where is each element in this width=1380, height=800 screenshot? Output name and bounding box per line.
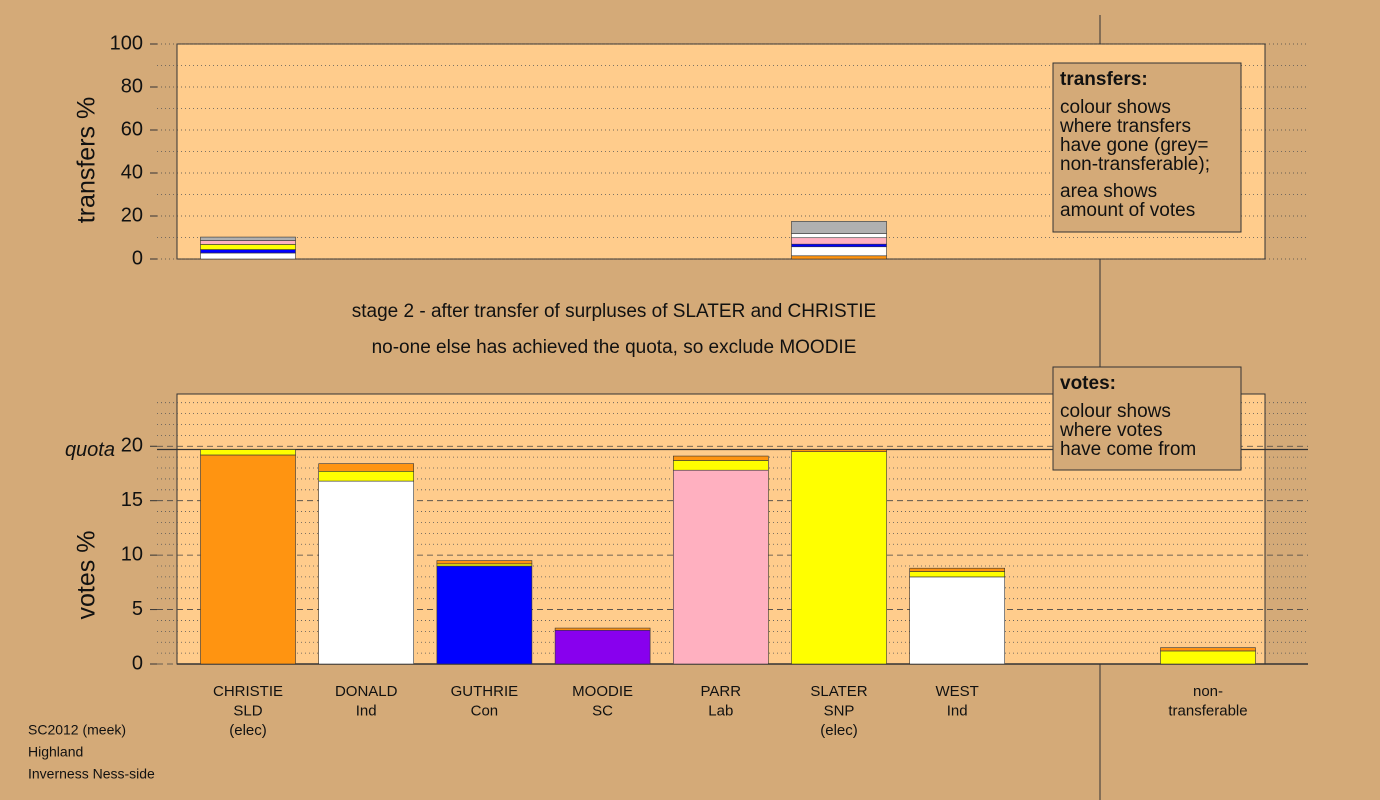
bar-segment <box>436 565 533 665</box>
y-tick-label: 100 <box>110 32 143 54</box>
legend-text: colour shows <box>1060 401 1171 422</box>
legend-text: non-transferable); <box>1060 154 1210 175</box>
legend-text: area shows <box>1060 181 1157 202</box>
legend-text: have come from <box>1060 439 1196 460</box>
y-tick-label: 80 <box>121 75 143 97</box>
legend-text: amount of votes <box>1060 200 1195 221</box>
y-tick-label: 0 <box>132 652 143 674</box>
bar-segment <box>791 243 887 248</box>
bar-segment <box>791 246 887 257</box>
bar-segment <box>909 567 1006 572</box>
bar-segment <box>791 233 887 239</box>
x-tick-label: CHRISTIE <box>213 683 283 700</box>
x-tick-label: Ind <box>947 702 968 719</box>
footer: SC2012 (meek) <box>28 722 126 738</box>
bar-segment <box>200 449 296 456</box>
y-tick-label: 15 <box>121 489 143 511</box>
y-tick-label: 0 <box>132 247 143 269</box>
bar-segment <box>200 252 296 260</box>
bar-segment <box>909 576 1006 665</box>
bar-segment <box>909 571 1006 578</box>
bar-segment <box>200 240 296 245</box>
bar-segment <box>1160 650 1256 665</box>
x-tick-label: transferable <box>1168 702 1247 719</box>
x-tick-label: GUTHRIE <box>451 683 519 700</box>
bar-segment <box>672 460 769 471</box>
bar-segment <box>672 455 769 461</box>
bar-segment <box>318 463 415 472</box>
bar-segment <box>200 236 296 241</box>
y-tick-label: 5 <box>132 598 143 620</box>
x-tick-label: WEST <box>936 683 979 700</box>
y-tick-label: 60 <box>121 118 143 140</box>
legend-text: where transfers <box>1059 116 1191 137</box>
bar-segment <box>1160 647 1256 652</box>
footer: Highland <box>28 744 83 760</box>
y-tick-label: 10 <box>121 543 143 565</box>
bar-segment <box>318 480 415 665</box>
x-tick-label: SNP <box>824 702 855 719</box>
bar-segment <box>436 560 533 565</box>
bar-segment <box>791 255 887 260</box>
legend-title: transfers: <box>1060 69 1148 90</box>
x-tick-label: SLD <box>233 702 262 719</box>
caption: no-one else has achieved the quota, so e… <box>372 337 857 358</box>
x-tick-label: (elec) <box>820 722 858 739</box>
legend-title: votes: <box>1060 373 1116 394</box>
x-tick-label: (elec) <box>229 722 267 739</box>
y-tick-label: 40 <box>121 161 143 183</box>
bar-segment <box>672 469 769 665</box>
y-tick-label: 20 <box>121 204 143 226</box>
y-axis-label: votes % <box>73 531 101 620</box>
bar-segment <box>200 244 296 250</box>
quota-label: quota <box>65 439 115 461</box>
bar-segment <box>554 629 651 665</box>
legend-text: where votes <box>1059 420 1162 441</box>
y-tick-label: 20 <box>121 435 143 457</box>
legend-text: have gone (grey= <box>1060 135 1208 156</box>
caption: stage 2 - after transfer of surpluses of… <box>352 301 876 322</box>
bar-segment <box>436 563 533 567</box>
bar-segment <box>318 470 415 482</box>
bar-segment <box>791 237 887 245</box>
footer: Inverness Ness-side <box>28 766 155 782</box>
x-tick-label: Con <box>471 702 499 719</box>
bar-segment <box>200 249 296 254</box>
x-tick-label: Ind <box>356 702 377 719</box>
x-tick-label: SLATER <box>810 683 867 700</box>
legend-text: colour shows <box>1060 97 1171 118</box>
legend-box <box>1052 366 1242 471</box>
y-axis-label: transfers % <box>73 97 101 223</box>
bar-segment <box>791 221 887 234</box>
x-tick-label: non- <box>1193 683 1223 700</box>
x-tick-label: DONALD <box>335 683 398 700</box>
bar-segment <box>791 451 887 665</box>
x-tick-label: SC <box>592 702 613 719</box>
x-tick-label: MOODIE <box>572 683 633 700</box>
legend-box <box>1052 62 1242 233</box>
bar-segment <box>200 454 296 665</box>
x-tick-label: PARR <box>701 683 742 700</box>
bar-segment <box>791 449 887 453</box>
x-tick-label: Lab <box>708 702 733 719</box>
bar-segment <box>554 627 651 631</box>
